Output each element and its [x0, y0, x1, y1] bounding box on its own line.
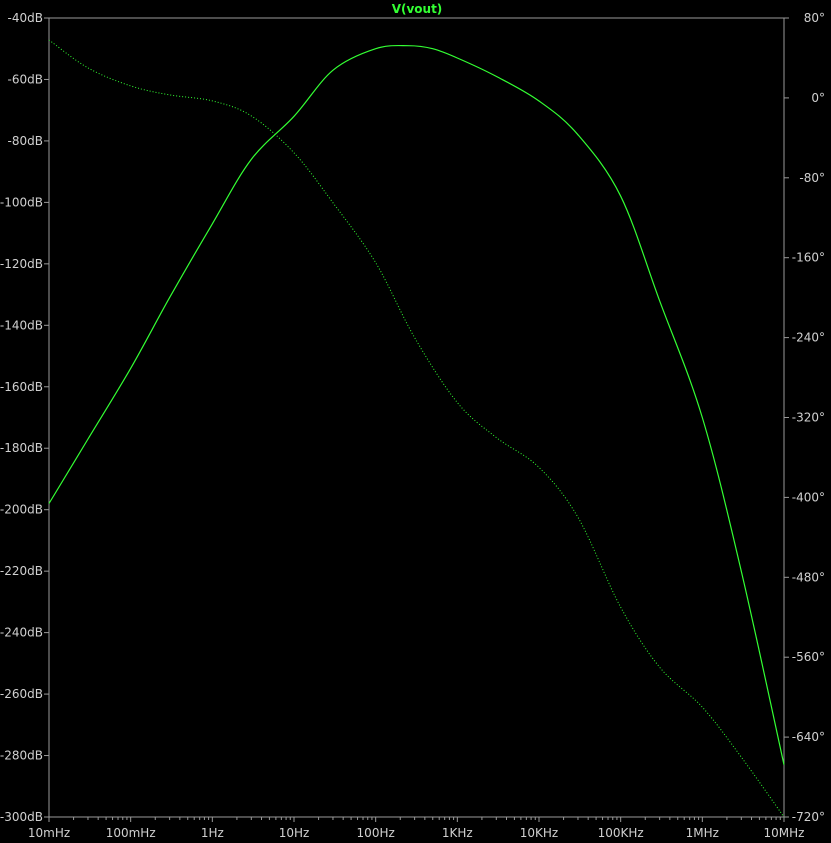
right-tick-label: 0° — [811, 91, 825, 105]
right-tick-label: -720° — [792, 810, 825, 824]
x-tick-label: 100KHz — [598, 826, 644, 840]
left-tick-label: -160dB — [0, 380, 43, 394]
x-tick-label: 1KHz — [442, 826, 473, 840]
chart-title: V(vout) — [392, 2, 443, 16]
x-tick-label: 10KHz — [520, 826, 558, 840]
x-tick-label: 1MHz — [686, 826, 719, 840]
x-tick-label: 100mHz — [106, 826, 156, 840]
right-tick-label: -320° — [792, 411, 825, 425]
x-tick-label: 1Hz — [201, 826, 224, 840]
right-tick-label: -80° — [799, 171, 825, 185]
left-tick-label: -200dB — [0, 503, 43, 517]
left-tick-label: -280dB — [0, 749, 43, 763]
left-tick-label: -100dB — [0, 195, 43, 209]
right-tick-label: 80° — [804, 11, 825, 25]
right-tick-label: -560° — [792, 650, 825, 664]
right-tick-label: -480° — [792, 570, 825, 584]
right-tick-label: -400° — [792, 490, 825, 504]
right-tick-label: -240° — [792, 331, 825, 345]
x-tick-label: 10Hz — [279, 826, 310, 840]
left-axis: -40dB -60dB -80dB -100dB -120dB -140dB -160dB -… — [0, 11, 49, 824]
x-tick-label: 100Hz — [357, 826, 395, 840]
left-tick-label: -80dB — [8, 134, 43, 148]
series-layer — [48, 39, 785, 818]
left-tick-label: -180dB — [0, 441, 43, 455]
left-tick-label: -120dB — [0, 257, 43, 271]
left-tick-label: -240dB — [0, 626, 43, 640]
left-tick-label: -140dB — [0, 318, 43, 332]
magnitude-series — [48, 44, 785, 765]
right-tick-label: -640° — [792, 730, 825, 744]
x-tick-label: 10mHz — [28, 826, 70, 840]
left-tick-label: -300dB — [0, 810, 43, 824]
right-axis: 80° 0° -80° -160° -240° -320° -400° -480° -560° -… — [784, 11, 825, 824]
left-tick-label: -260dB — [0, 687, 43, 701]
x-axis: 10mHz 100mHz 1Hz 10Hz 100Hz 1KHz 10KHz 100KHz 1M… — [28, 817, 805, 840]
left-tick-label: -60dB — [8, 72, 43, 86]
left-tick-label: -220dB — [0, 564, 43, 578]
left-tick-label: -40dB — [8, 11, 43, 25]
x-tick-label: 10MHz — [764, 826, 805, 840]
right-tick-label: -160° — [792, 251, 825, 265]
